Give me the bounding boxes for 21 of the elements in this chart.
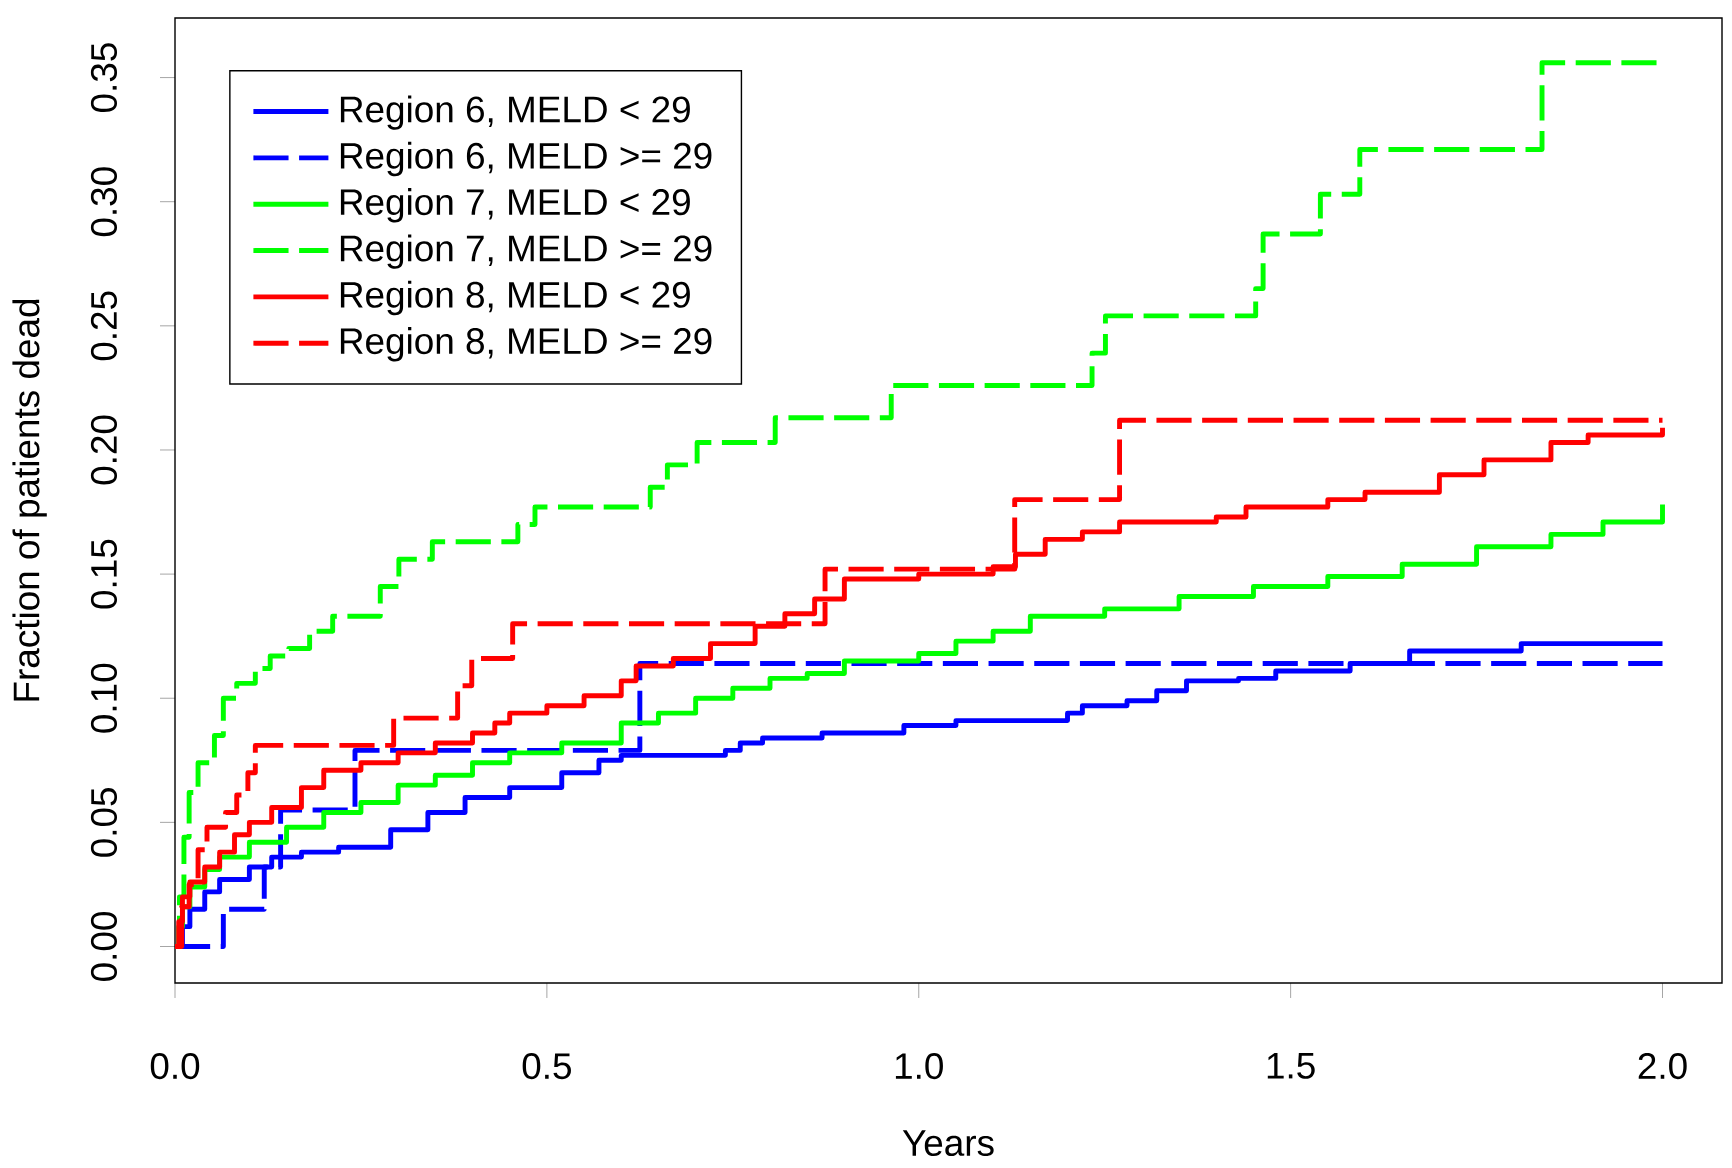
x-axis-title: Years bbox=[902, 1130, 994, 1156]
legend-label: Region 6, MELD >= 29 bbox=[340, 141, 712, 176]
y-tick-label: 0.00 bbox=[90, 911, 118, 981]
legend-label: Region 8, MELD >= 29 bbox=[340, 326, 712, 362]
y-tick-label: 0.05 bbox=[90, 787, 118, 857]
legend-label: Region 6, MELD < 29 bbox=[340, 95, 690, 130]
legend-label: Region 8, MELD < 29 bbox=[340, 280, 690, 315]
legend-label: Region 7, MELD < 29 bbox=[340, 187, 690, 223]
x-tick-label: 1.5 bbox=[1267, 1052, 1315, 1079]
x-tick-label: 0.5 bbox=[522, 1052, 571, 1079]
y-tick-label: 0.35 bbox=[90, 43, 118, 112]
y-tick-label: 0.15 bbox=[90, 539, 118, 609]
x-tick-label: 0.0 bbox=[150, 1052, 200, 1079]
y-axis-title: Fraction of patients dead bbox=[12, 299, 47, 701]
y-tick-label: 0.25 bbox=[90, 291, 118, 361]
y-tick-label: 0.30 bbox=[90, 167, 118, 237]
x-tick-label: 2.0 bbox=[1638, 1052, 1687, 1079]
x-tick-label: 1.0 bbox=[895, 1052, 943, 1079]
y-tick-label: 0.20 bbox=[90, 415, 118, 485]
y-tick-label: 0.10 bbox=[90, 663, 118, 733]
legend-label: Region 7, MELD >= 29 bbox=[340, 234, 712, 269]
